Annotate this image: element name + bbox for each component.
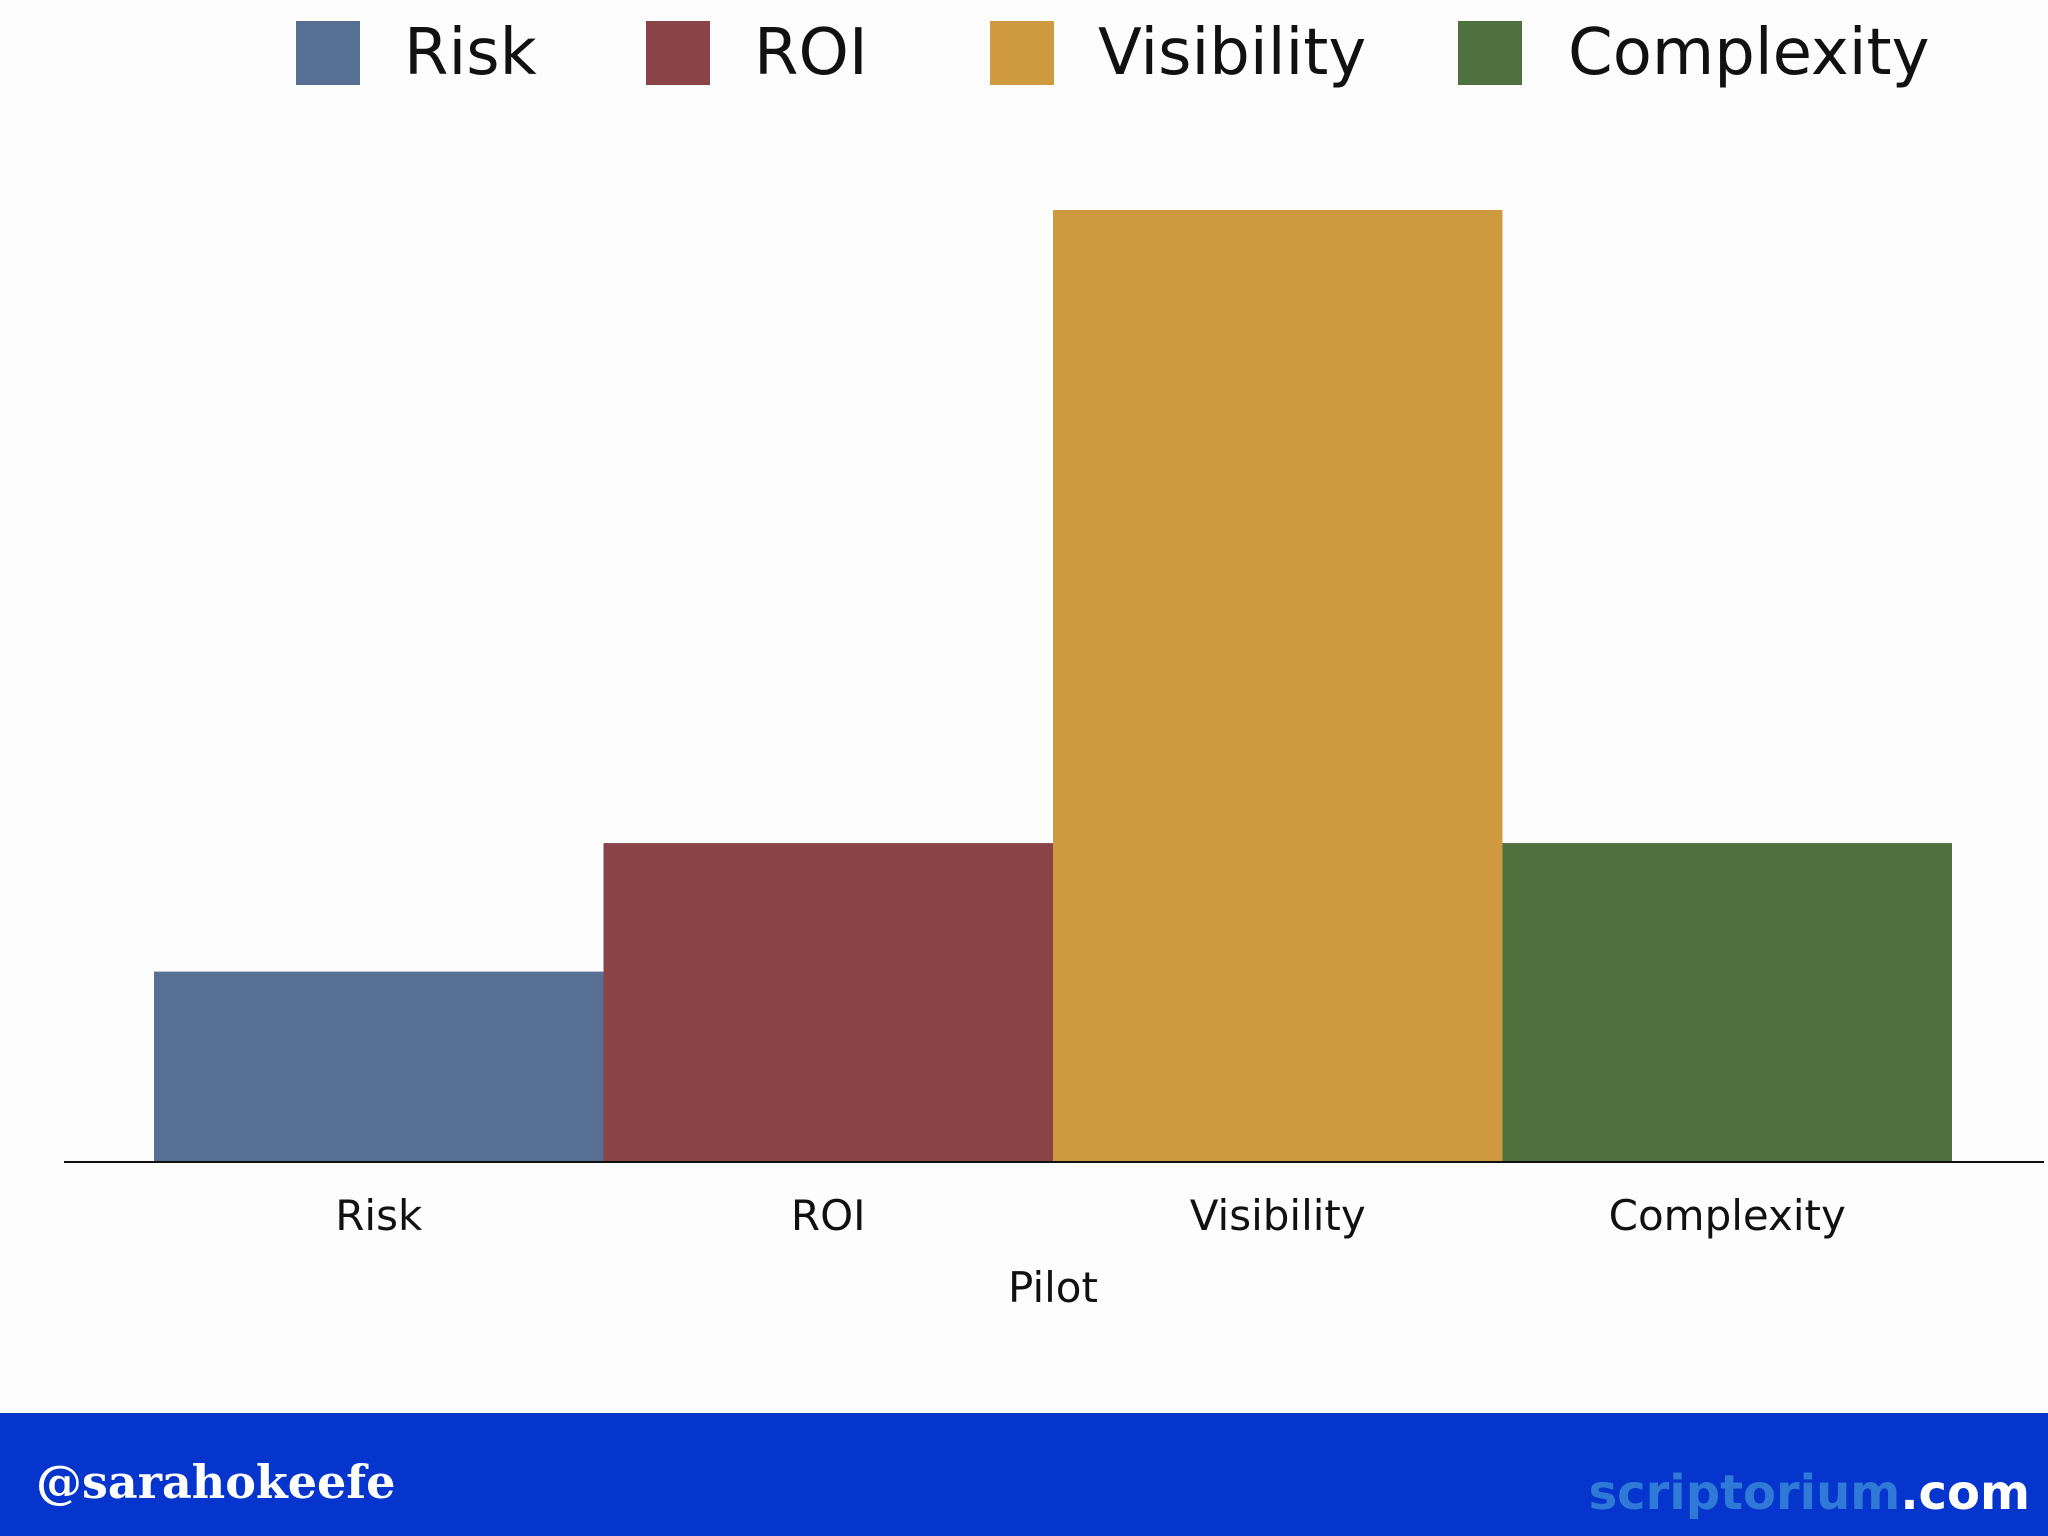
x-tick-label-roi: ROI	[791, 1191, 866, 1240]
chart-legend: Risk ROI Visibility Complexity	[0, 0, 2048, 110]
bar-complexity	[1502, 843, 1952, 1162]
x-axis-label: Pilot	[1008, 1263, 1098, 1312]
bar-chart: Risk ROI Visibility Complexity Pilot	[64, 210, 2044, 1312]
x-tick-label-complexity: Complexity	[1609, 1191, 1846, 1240]
bar-visibility	[1053, 210, 1503, 1162]
site-tld: .com	[1900, 1465, 2030, 1521]
site-logo-text: scriptorium.com	[1589, 1465, 2030, 1521]
legend-label-roi: ROI	[754, 16, 868, 90]
legend-label-visibility: Visibility	[1098, 16, 1367, 90]
legend-swatch-roi	[646, 21, 710, 85]
x-tick-label-visibility: Visibility	[1190, 1191, 1366, 1240]
x-tick-label-risk: Risk	[335, 1191, 423, 1240]
footer-bar: @sarahokeefe scriptorium.com	[0, 1413, 2048, 1536]
legend-label-risk: Risk	[404, 16, 537, 90]
site-name: scriptorium	[1588, 1465, 1901, 1521]
legend-label-complexity: Complexity	[1568, 16, 1930, 90]
legend-swatch-visibility	[990, 21, 1054, 85]
legend-swatch-risk	[296, 21, 360, 85]
bar-risk	[154, 971, 604, 1162]
legend-swatch-complexity	[1458, 21, 1522, 85]
twitter-handle: @sarahokeefe	[36, 1455, 396, 1509]
bar-roi	[603, 843, 1053, 1162]
